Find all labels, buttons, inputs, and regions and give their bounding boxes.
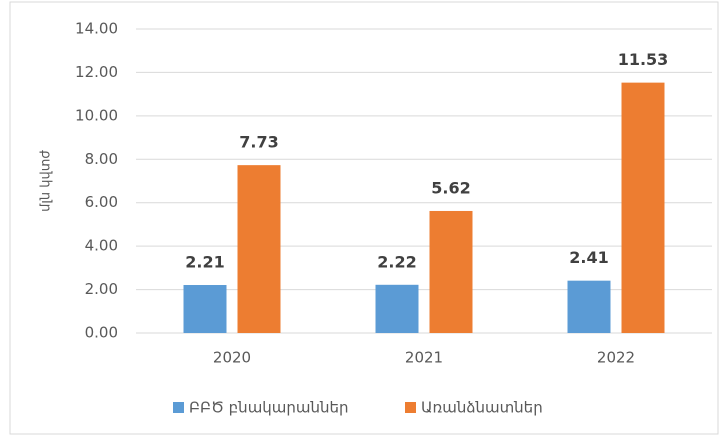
- y-axis-label: մլն կվտժ: [39, 150, 54, 212]
- y-tick-label: 12.00: [75, 63, 118, 81]
- bar: [183, 285, 227, 333]
- data-label: 2.22: [377, 252, 416, 271]
- bar: [429, 210, 473, 333]
- bar: [567, 280, 611, 333]
- y-tick-label: 0.00: [85, 324, 118, 342]
- y-tick-label: 8.00: [85, 150, 118, 168]
- legend-label: ԲԲԾ բնակարաններ: [189, 399, 349, 417]
- bar: [621, 82, 665, 334]
- data-label: 5.62: [431, 178, 470, 197]
- y-tick-label: 4.00: [85, 237, 118, 255]
- y-tick-label: 2.00: [85, 280, 118, 298]
- y-tick-label: 6.00: [85, 193, 118, 211]
- y-tick-label: 10.00: [75, 106, 118, 124]
- data-label: 2.41: [569, 248, 608, 267]
- legend-swatch: [405, 402, 416, 413]
- legend-label: Առանձնատներ: [421, 399, 543, 417]
- legend-swatch: [173, 402, 184, 413]
- bar: [237, 165, 281, 333]
- data-label: 7.73: [239, 133, 278, 152]
- data-label: 11.53: [618, 50, 669, 69]
- x-tick-label: 2021: [405, 349, 443, 367]
- y-tick-label: 14.00: [75, 20, 118, 38]
- data-label: 2.21: [185, 253, 224, 272]
- x-tick-label: 2022: [597, 349, 635, 367]
- x-tick-label: 2020: [213, 349, 251, 367]
- bar: [375, 284, 419, 333]
- chart-border: [9, 1, 719, 435]
